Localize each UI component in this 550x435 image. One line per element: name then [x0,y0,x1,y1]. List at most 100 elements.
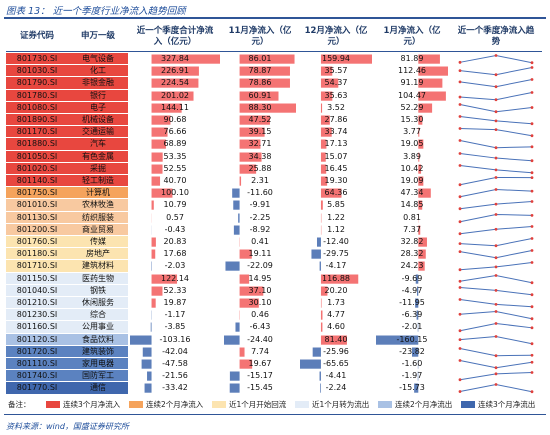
security-code: 801110.SI [6,358,68,371]
trend-point [530,293,534,296]
trend-cell [458,359,534,370]
security-code: 801720.SI [6,345,68,358]
value: 54.37 [324,78,348,88]
bar [418,261,425,272]
industry-name: 机械设备 [68,114,128,127]
trend-point [494,54,498,57]
value: -47.58 [162,359,188,369]
bar-area [418,139,424,150]
bar-area [151,54,220,64]
bar [150,322,152,333]
value: -22.09 [247,261,273,271]
bar-area [320,127,332,137]
trend-point [530,158,534,162]
value-cell: -160.15 [374,334,450,346]
bar [239,176,242,186]
industry-name: 食品饮料 [68,333,128,346]
value: -15.45 [247,383,273,393]
bar [229,371,240,381]
value: 86.01 [248,54,272,64]
bar [311,249,321,259]
trend-point [494,322,498,326]
bar-area [312,347,321,357]
value: 91.19 [400,78,424,88]
value: 68.89 [163,139,187,149]
value-cell: 226.91 [128,65,222,78]
security-code: 801740.SI [6,370,68,383]
value-cell: -4.97 [374,285,450,297]
trend-point [458,219,462,223]
trend-point [458,127,462,131]
bar-area [151,225,152,235]
bar-area [239,176,242,186]
bar [151,237,156,247]
bar [232,188,240,198]
bar [151,249,156,259]
bar-area [239,103,296,113]
trend-point [458,268,462,272]
legend-text: 近1个月开始回流 [229,400,287,410]
value: 0.46 [251,310,269,320]
value-cell: 68.89 [128,138,222,151]
industry-name: 公用事业 [68,321,128,334]
trend-point [494,383,498,387]
trend-point [530,200,534,204]
value: 64.36 [324,188,348,198]
security-code: 801180.SI [6,248,68,261]
trend-cell [458,200,534,211]
value: 24.23 [400,261,424,271]
bar [239,127,265,137]
trend-point [494,273,498,277]
bar [151,78,199,89]
value-cell: 91.19 [374,77,450,90]
bar-area [418,127,420,137]
bar [239,152,262,162]
value: 0.81 [403,212,421,222]
value-cell: 4.77 [298,309,374,322]
value-cell: 122.14 [128,273,222,285]
legend-swatch [129,401,143,409]
bar [239,91,279,101]
trend-point [494,212,498,216]
bar [151,66,199,76]
value: -24.40 [247,334,273,344]
bar [151,54,220,64]
value-cell: -2.03 [128,260,222,273]
bar-area [415,274,419,284]
value: 33.74 [324,127,348,137]
bar [151,152,163,162]
bar-area [151,176,161,186]
trend-point [494,244,498,248]
security-code: 801170.SI [6,126,68,139]
value: -12.40 [323,237,349,247]
value: 20.83 [163,237,187,247]
column-header: 申万一级 [68,22,128,52]
value-cell: -15.45 [222,382,298,395]
value-cell: 327.84 [128,53,222,66]
value-cell: 0.41 [222,236,298,249]
trend-cell [458,78,534,89]
trend-point [494,85,498,89]
trend-point [494,110,498,113]
value-cell: -4.17 [298,260,374,273]
industry-name: 汽车 [68,138,128,151]
security-code: 801010.SI [6,199,68,212]
value: 116.88 [322,273,350,283]
trend-cell [458,322,534,333]
value: -1.17 [164,310,186,320]
trend-cell [458,383,534,394]
value: 19.09 [400,176,424,186]
trend-point [494,354,498,357]
trend-point [494,310,498,314]
bar [151,298,156,308]
value-cell: 10.42 [374,163,450,175]
value-cell: 28.32 [374,248,450,261]
value-cell: 104.47 [374,90,450,102]
value-cell: 7.74 [222,346,298,358]
bar-area [239,127,265,137]
bar [233,200,240,211]
value: 1.73 [327,298,345,308]
bar [144,383,152,394]
trend-point [458,115,462,118]
industry-name: 休闲服务 [68,297,128,310]
